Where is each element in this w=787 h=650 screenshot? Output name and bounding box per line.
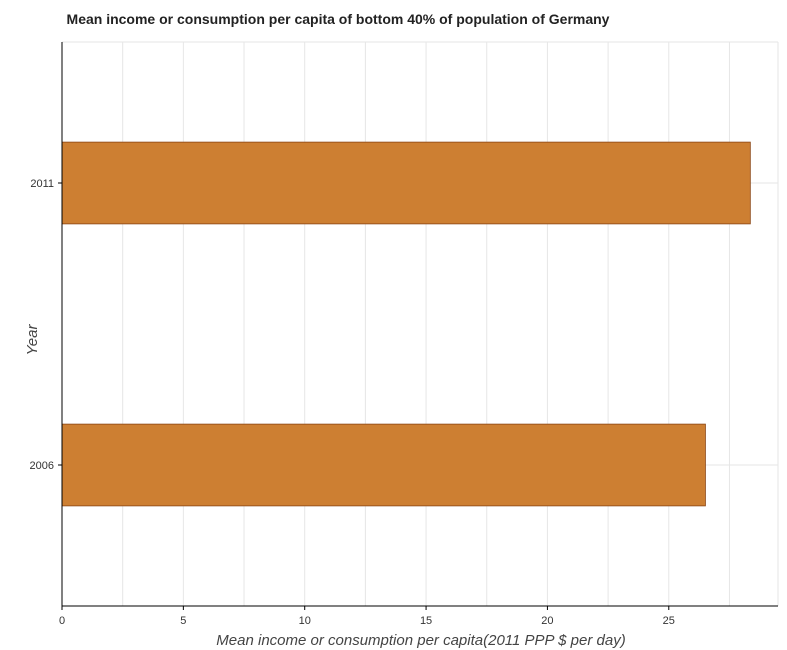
x-tick-label: 5 xyxy=(180,615,186,627)
chart-title: Mean income or consumption per capita of… xyxy=(67,11,610,27)
bar-2006 xyxy=(61,423,706,507)
y-tick-label: 2006 xyxy=(30,460,54,472)
x-tick-label: 0 xyxy=(59,615,65,627)
bar-2011 xyxy=(61,141,751,225)
x-tick-label: 15 xyxy=(420,615,432,627)
grid xyxy=(61,41,779,606)
x-axis-label: Mean income or consumption per capita(20… xyxy=(216,632,625,649)
y-tick-label: 2011 xyxy=(30,178,54,190)
x-tick-label: 25 xyxy=(663,615,675,627)
x-tick-label: 10 xyxy=(299,615,311,627)
x-tick-label: 20 xyxy=(541,615,553,627)
y-axis-label: Year xyxy=(24,324,41,356)
bars xyxy=(61,141,751,507)
axes: 2006 2011 0 5 10 15 20 25 xyxy=(30,42,778,627)
